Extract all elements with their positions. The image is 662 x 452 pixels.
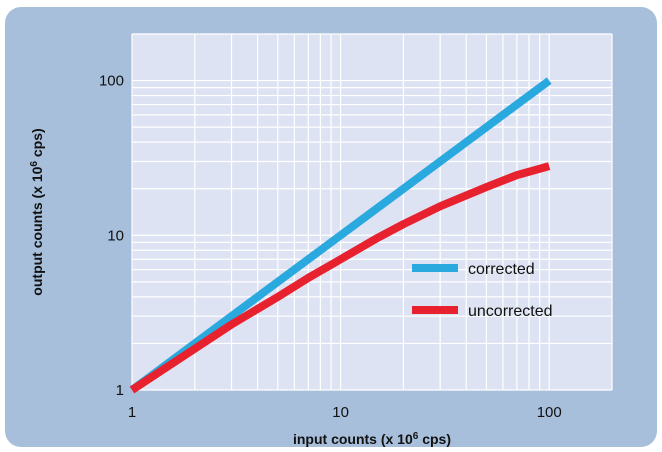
tick-labels: 1 10 100 1 10 100: [99, 73, 562, 421]
x-axis-label: input counts (x 106 cps): [293, 431, 451, 448]
series-line-corrected: [129, 77, 552, 394]
y-tick-label: 1: [116, 382, 124, 399]
x-tick-label: 10: [332, 404, 349, 421]
y-axis-label: output counts (x 106 cps): [29, 128, 46, 295]
legend-label-corrected: corrected: [468, 261, 535, 278]
y-tick-label: 10: [107, 227, 124, 244]
legend-label-uncorrected: uncorrected: [468, 303, 553, 320]
legend: corrected uncorrected: [412, 261, 553, 320]
x-axis-label-tail: cps): [418, 431, 451, 447]
series-lines: [129, 77, 552, 394]
grid: [131, 33, 613, 391]
x-tick-label: 100: [537, 404, 562, 421]
y-axis-label-tail: cps): [29, 128, 45, 161]
y-tick-label: 100: [99, 73, 124, 90]
x-axis-label-text: input counts (x 10: [293, 431, 413, 447]
y-axis-label-text: output counts (x 10: [29, 166, 45, 295]
series-line-uncorrected: [129, 162, 551, 394]
y-axis-label-sup: 6: [29, 161, 40, 167]
x-tick-label: 1: [128, 404, 136, 421]
x-axis-label-sup: 6: [413, 431, 419, 442]
